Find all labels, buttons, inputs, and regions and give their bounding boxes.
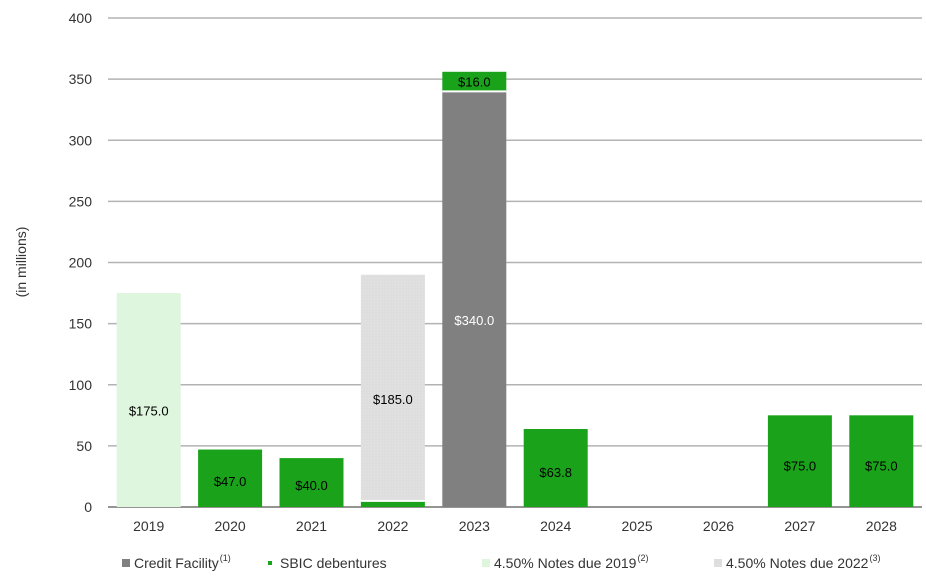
x-axis: 2019 2020 2021 2022 2023 2024 2025 2026 2027 2028 <box>133 518 897 534</box>
gridlines <box>108 17 922 508</box>
y-axis-ticks: 0 50 100 150 200 250 300 350 400 <box>69 10 93 515</box>
data-label: $75.0 <box>865 459 898 474</box>
y-axis-label: (in millions) <box>13 227 29 298</box>
bar-sbic-2024 <box>523 429 588 507</box>
data-label: $16.0 <box>458 75 491 90</box>
bar-sbic-2023 <box>442 71 507 92</box>
y-tick-label: 100 <box>69 377 93 393</box>
x-tick-label: 2020 <box>215 518 246 534</box>
legend-label: Credit Facility <box>134 555 219 571</box>
y-tick-label: 150 <box>69 316 93 332</box>
y-tick-label: 400 <box>69 10 93 26</box>
legend-label: 4.50% Notes due 2022 <box>726 555 869 571</box>
x-tick-label: 2019 <box>133 518 164 534</box>
data-label: $75.0 <box>784 459 817 474</box>
data-label: $185.0 <box>373 392 413 407</box>
legend-footnote: (1) <box>220 553 231 563</box>
bar-sbic-2021 <box>279 458 344 507</box>
legend: Credit Facility (1) SBIC debentures 4.50% N… <box>122 553 880 571</box>
legend-label: SBIC debentures <box>280 555 387 571</box>
y-tick-label: 300 <box>69 132 93 148</box>
legend-label: 4.50% Notes due 2019 <box>494 555 637 571</box>
legend-swatch <box>714 559 722 567</box>
bar-sbic-2020 <box>198 449 263 507</box>
x-tick-label: 2028 <box>866 518 897 534</box>
bar-sbic-2028 <box>849 415 914 507</box>
legend-item-notes2022: 4.50% Notes due 2022 (3) <box>714 553 880 571</box>
bars: $175.0$47.0$40.0$5.0$185.0$340.0$16.0$63… <box>116 71 914 507</box>
bar-sbic-2027 <box>767 415 832 507</box>
x-tick-label: 2025 <box>622 518 653 534</box>
bar-notes2022-2022 <box>360 274 425 501</box>
legend-swatch <box>482 559 490 567</box>
data-label: $40.0 <box>295 478 328 493</box>
bar-sbic-2022 <box>360 500 425 507</box>
y-tick-label: 200 <box>69 255 93 271</box>
x-tick-label: 2022 <box>377 518 408 534</box>
x-tick-label: 2027 <box>784 518 815 534</box>
legend-item-notes2019: 4.50% Notes due 2019 (2) <box>482 553 648 571</box>
legend-swatch <box>122 559 130 567</box>
x-tick-label: 2024 <box>540 518 571 534</box>
data-label: $340.0 <box>454 313 494 328</box>
bar-credit-2023 <box>442 91 507 507</box>
x-tick-label: 2021 <box>296 518 327 534</box>
legend-footnote: (3) <box>869 553 880 563</box>
data-label: $175.0 <box>129 404 169 419</box>
data-label: $63.8 <box>539 465 572 480</box>
legend-item-credit: Credit Facility (1) <box>122 553 231 571</box>
legend-footnote: (2) <box>637 553 648 563</box>
x-tick-label: 2026 <box>703 518 734 534</box>
y-tick-label: 350 <box>69 71 93 87</box>
y-tick-label: 0 <box>84 499 92 515</box>
legend-item-sbic: SBIC debentures <box>268 555 387 571</box>
bar-notes2019-2019 <box>116 293 181 507</box>
y-tick-label: 50 <box>76 438 92 454</box>
data-label: $47.0 <box>214 474 247 489</box>
y-tick-label: 250 <box>69 193 93 209</box>
x-tick-label: 2023 <box>459 518 490 534</box>
legend-swatch <box>268 561 272 565</box>
